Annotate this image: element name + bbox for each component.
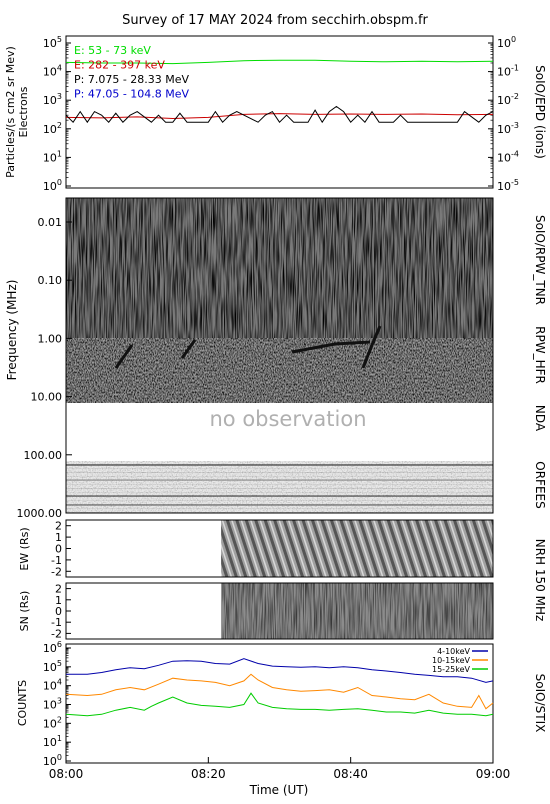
no-observation-label: no observation [209, 407, 366, 431]
nrh-ew-y-ticks: 210-1-2 [51, 520, 71, 578]
tnr-right-label: SoIO/RPW_TNR [533, 215, 547, 305]
stix-y-tick-label: 101 [43, 734, 62, 749]
nrh-sn-tick-label: 1 [55, 594, 62, 607]
epd-y2-tick-label: 10-2 [497, 92, 519, 107]
epd-y2-tick-label: 10-1 [497, 64, 519, 79]
nda-band [66, 403, 493, 461]
nrh-sn-tick-label: 0 [55, 605, 62, 618]
stix-y-tick-label: 103 [43, 697, 62, 712]
x-axis-label: Time (UT) [249, 783, 309, 797]
nrh-sn-y-label: SN (Rs) [18, 591, 31, 632]
time-axis-ticks: 08:00 08:20 08:40 09:00 [49, 757, 511, 781]
radio-tick-label: 1.00 [38, 332, 63, 345]
stix-series-line-1 [65, 673, 494, 710]
stix-series-line-0 [66, 658, 494, 683]
epd-series-line-1 [65, 113, 494, 120]
nrh-ew-image [221, 520, 493, 577]
orfees-texture [66, 461, 493, 513]
epd-y-tick-label: 100 [43, 178, 62, 193]
radio-spectrogram-panel: no observation 0.01 0.10 1.00 10.00 100.00 10… [5, 197, 547, 520]
radio-y-ticks: 0.01 0.10 1.00 10.00 100.00 1000.00 [17, 216, 72, 520]
stix-legend-entry-2: 15-25keV [432, 665, 471, 674]
epd-y2-tick-label: 100 [497, 35, 516, 50]
epd-y-tick-label: 101 [43, 149, 62, 164]
radio-y-label: Frequency (MHz) [5, 280, 19, 381]
nrh-ew-panel: 210-1-2 EW (Rs) [18, 519, 494, 578]
nrh-sn-tick-label: -2 [51, 627, 62, 640]
stix-legend-entry-1: 10-15keV [432, 656, 471, 665]
epd-legend-entry-3: P: 47.05 - 104.8 MeV [74, 88, 190, 101]
hfr-right-label: RPW_HFR [533, 326, 547, 384]
stix-y-tick-label: 106 [43, 640, 62, 655]
nrh-ew-tick-label: 1 [55, 531, 62, 544]
radio-burst-1 [114, 325, 382, 369]
nrh-ew-tick-label: 0 [55, 543, 62, 556]
epd-y2-tick-label: 10-3 [497, 121, 519, 136]
stix-y-tick-label: 102 [43, 715, 62, 730]
nrh-sn-texture [222, 583, 493, 639]
epd-series-line-0 [65, 59, 494, 65]
time-tick-label: 08:00 [49, 767, 84, 781]
epd-legend-entry-0: E: 53 - 73 keV [74, 44, 151, 57]
epd-y-label-line2: Electrons [17, 86, 30, 137]
stix-frame [65, 643, 494, 764]
nrh-sn-tick-label: -1 [51, 616, 62, 629]
epd-y-label-line1: Particles/(s cm2 sr Mev) [4, 46, 17, 178]
stix-series-line-2 [65, 692, 494, 717]
stix-y-tick-label: 105 [43, 659, 62, 674]
epd-y2-tick-label: 10-4 [497, 149, 519, 164]
epd-y-tick-label: 104 [43, 64, 62, 79]
stix-y-label: COUNTS [16, 680, 29, 726]
radio-tick-label: 10.00 [31, 391, 63, 404]
epd-y2-tick-label: 10-5 [497, 178, 519, 193]
nrh-ew-tick-label: -1 [51, 554, 62, 567]
stix-y-tick-label: 104 [43, 678, 62, 693]
nda-right-label: NDA [533, 405, 547, 432]
nrh-ew-tick-label: -2 [51, 565, 62, 578]
stix-y-ticks: 100 101 102 103 104 105 106 [43, 640, 71, 768]
nrh-sn-tick-label: 2 [55, 583, 62, 596]
epd-y2-ticks: 10-5 10-4 10-3 10-2 10-1 100 [488, 35, 519, 193]
radio-tick-label: 1000.00 [17, 507, 63, 520]
radio-frame [65, 197, 494, 514]
epd-legend-entry-2: P: 7.075 - 28.33 MeV [74, 73, 190, 86]
orfees-right-label: ORFEES [533, 461, 547, 508]
radio-tick-label: 100.00 [24, 449, 63, 462]
epd-y-tick-label: 102 [43, 121, 62, 136]
radio-tick-label: 0.10 [38, 274, 63, 287]
nrh-sn-panel: 210-1-2 SN (Rs) NRH 150 MHz [18, 539, 547, 641]
time-tick-label: 08:20 [191, 767, 226, 781]
epd-right-label: SoIO/EPD (ions) [533, 65, 547, 159]
figure-title: Survey of 17 MAY 2024 from secchirh.obsp… [122, 13, 428, 28]
nrh-ew-tick-label: 2 [55, 520, 62, 533]
epd-y-tick-label: 105 [43, 35, 62, 50]
stix-y-tick-label: 100 [43, 753, 62, 768]
epd-series-line-2 [65, 105, 494, 124]
stix-legend-entry-0: 4-10keV [437, 647, 470, 656]
stix-right-label: SoIO/STIX [533, 674, 547, 733]
epd-legend-entry-1: E: 282 - 397 keV [74, 59, 165, 72]
epd-y-ticks: 100 101 102 103 104 105 [43, 35, 71, 193]
time-tick-label: 09:00 [476, 767, 511, 781]
radio-tick-label: 0.01 [38, 216, 63, 229]
stix-series-lines [65, 658, 494, 717]
epd-y-tick-label: 103 [43, 92, 62, 107]
hfr-texture [66, 338, 493, 403]
nrh-sn-y-ticks: 210-1-2 [51, 583, 71, 640]
nrh-right-label: NRH 150 MHz [533, 539, 547, 622]
epd-series-lines [65, 59, 494, 124]
stix-panel: 100 101 102 103 104 105 106 4-10keV10-15keV15-… [16, 640, 547, 781]
nrh-ew-y-label: EW (Rs) [18, 527, 31, 570]
time-tick-label: 08:40 [333, 767, 368, 781]
tnr-texture [66, 198, 493, 338]
